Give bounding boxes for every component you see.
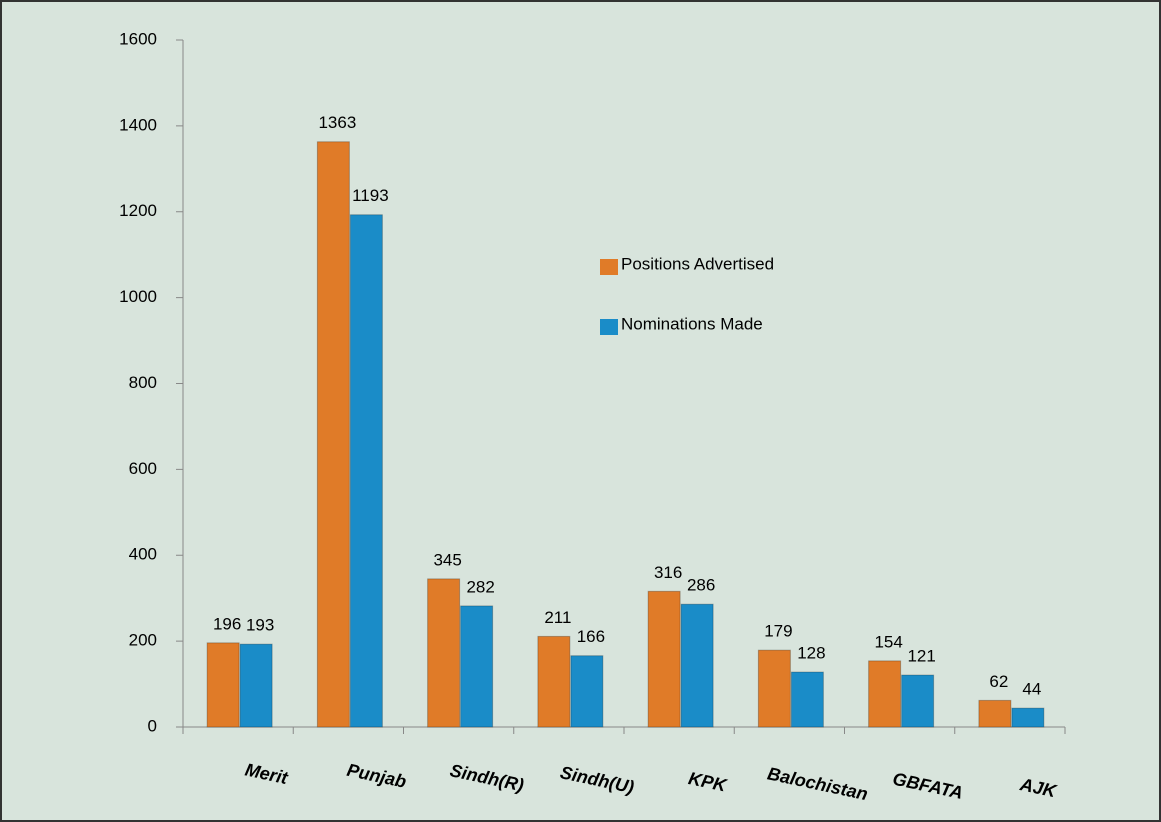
- y-tick-label: 400: [129, 545, 157, 564]
- value-label: 44: [1022, 680, 1041, 699]
- value-label: 1193: [352, 186, 389, 205]
- value-label: 1363: [318, 113, 356, 132]
- bar: [537, 635, 571, 728]
- y-tick-label: 0: [148, 716, 157, 735]
- y-tick-label: 1600: [119, 29, 157, 48]
- bar: [316, 141, 350, 728]
- bar: [757, 649, 791, 728]
- bar: [978, 699, 1012, 728]
- value-label: 179: [764, 622, 792, 641]
- legend-label: Positions Advertised: [621, 254, 774, 273]
- legend-swatch: [600, 319, 618, 335]
- bar: [647, 590, 681, 728]
- y-tick-label: 1200: [119, 201, 157, 220]
- value-label: 196: [213, 614, 241, 633]
- bar: [1011, 707, 1045, 728]
- bar: [427, 578, 461, 728]
- value-label: 286: [687, 576, 715, 595]
- value-label: 121: [907, 647, 935, 666]
- value-label: 211: [544, 608, 571, 627]
- y-tick-label: 800: [129, 373, 157, 392]
- bar: [901, 674, 935, 728]
- value-label: 166: [577, 627, 605, 646]
- y-tick-label: 600: [129, 459, 157, 478]
- bar: [790, 671, 824, 728]
- value-label: 282: [466, 577, 494, 596]
- value-label: 345: [433, 550, 461, 569]
- value-label: 193: [246, 616, 274, 635]
- y-tick-label: 1400: [119, 115, 157, 134]
- legend-swatch: [600, 259, 618, 275]
- value-label: 128: [797, 644, 825, 663]
- y-tick-label: 1000: [119, 287, 157, 306]
- bar: [868, 660, 902, 728]
- bar: [349, 214, 383, 728]
- value-label: 154: [874, 632, 902, 651]
- bar: [460, 605, 494, 728]
- value-label: 316: [654, 563, 682, 582]
- bar: [239, 643, 273, 728]
- value-label: 62: [989, 672, 1008, 691]
- y-tick-label: 200: [129, 631, 157, 650]
- bar: [680, 603, 714, 728]
- legend-label: Nominations Made: [621, 314, 763, 333]
- bar: [570, 655, 604, 728]
- bar: [206, 642, 240, 728]
